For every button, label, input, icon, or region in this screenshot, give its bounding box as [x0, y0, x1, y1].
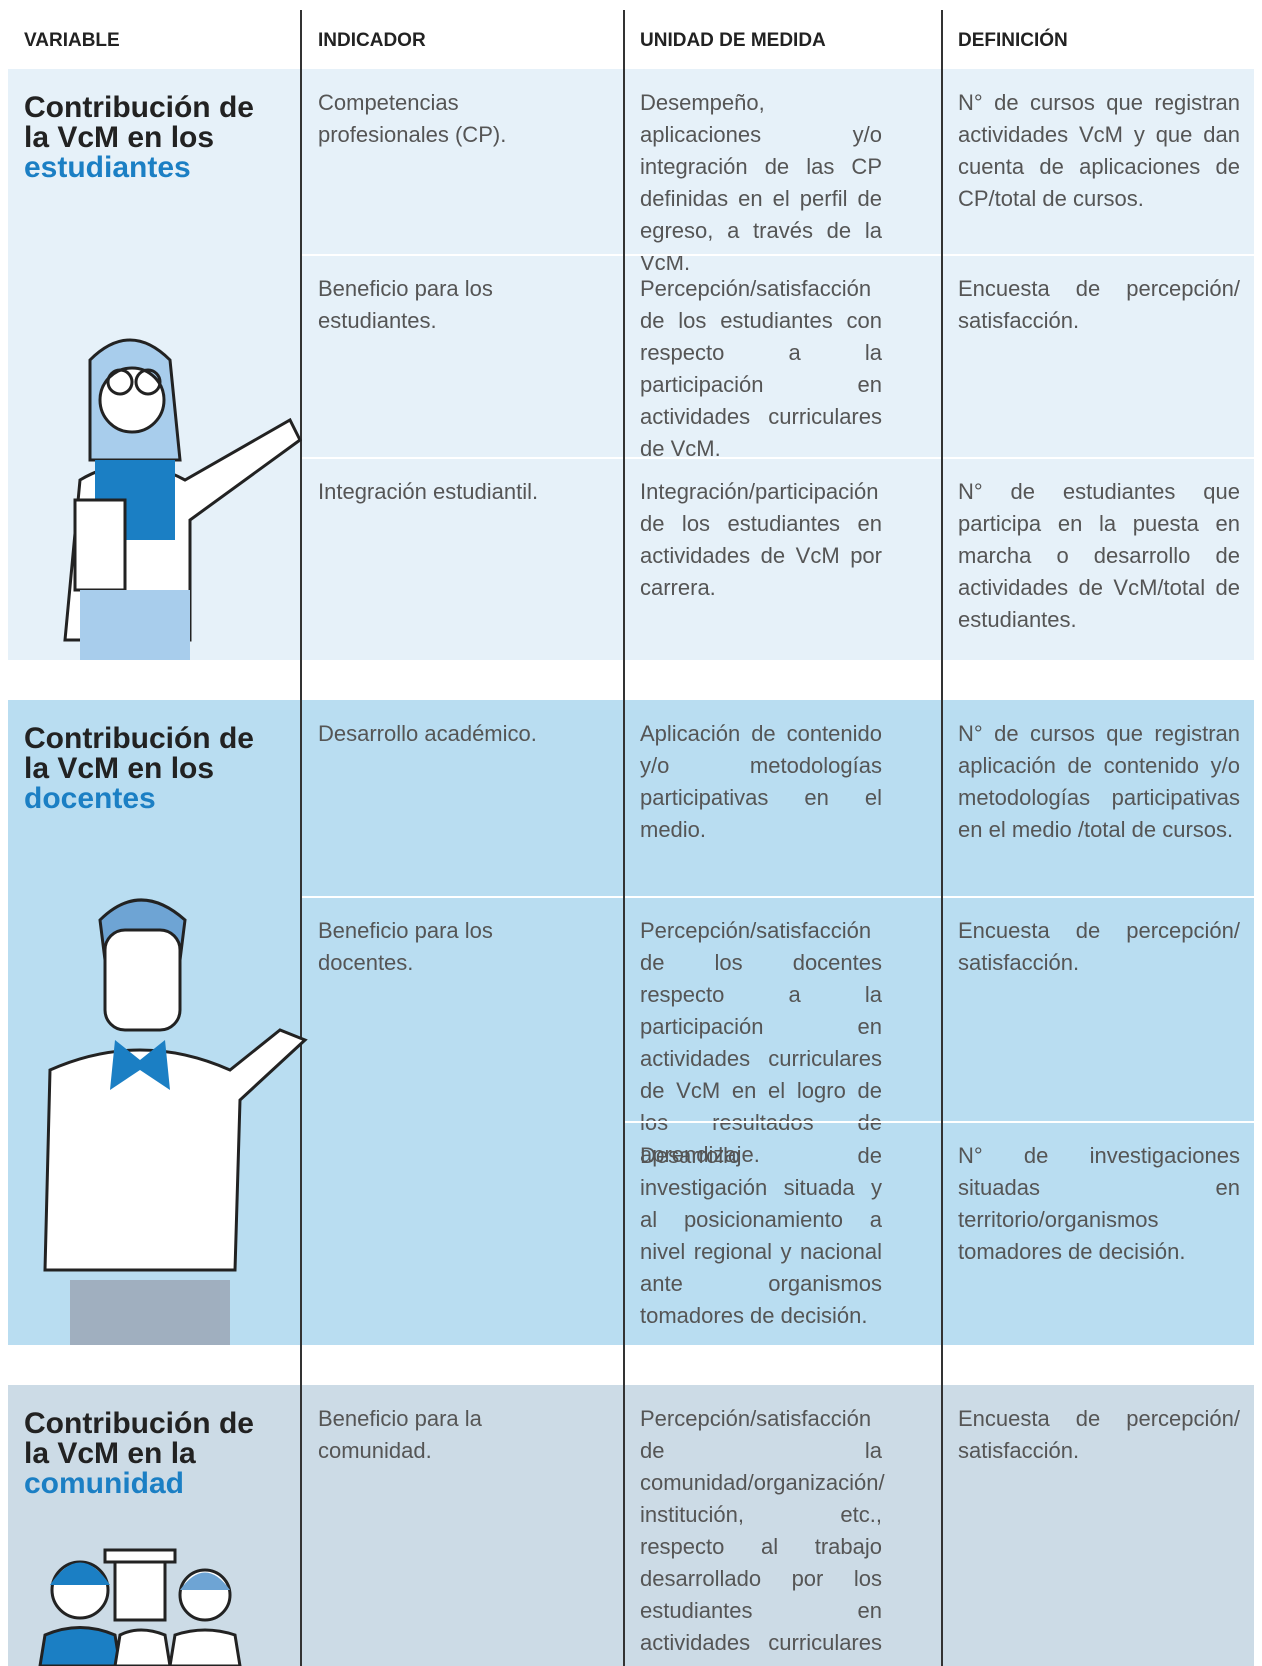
- unit: Percepción/satisfacción de los docentes …: [640, 918, 882, 1167]
- indicator: Desarrollo académico.: [318, 721, 537, 746]
- row-divider: [300, 254, 1254, 256]
- indicator: Beneficio para la comunidad.: [318, 1406, 482, 1463]
- variable-highlight: docentes: [24, 782, 156, 815]
- row-divider: [300, 896, 1254, 898]
- unit: Percepción/satisfacción de la comunidad/…: [640, 1406, 885, 1666]
- indicator: Beneficio para los estudiantes.: [318, 276, 493, 333]
- variable-highlight: comunidad: [24, 1467, 185, 1500]
- definition: N° de cursos que registran aplicación de…: [958, 721, 1240, 842]
- unit: Integración/participación de los estudia…: [640, 479, 882, 600]
- definition: Encuesta de percepción/ satisfacción.: [958, 1406, 1240, 1463]
- student-illustration: [63, 338, 302, 660]
- unit: Desempeño, aplicaciones y/o integración …: [640, 90, 882, 275]
- column-divider: [623, 10, 625, 1666]
- definition: Encuesta de percepción/ satisfacción.: [958, 918, 1240, 975]
- definition: N° de cursos que registran actividades V…: [958, 90, 1240, 211]
- variable-title: Contribución de la VcM en los estudiante…: [24, 93, 274, 183]
- row-divider: [624, 1121, 1254, 1123]
- row-divider: [300, 457, 1254, 459]
- definition: N° de investigaciones situadas en territ…: [958, 1143, 1240, 1264]
- column-header: VARIABLE: [24, 30, 120, 51]
- variable-text: Contribución de la VcM en los: [24, 91, 254, 154]
- variable-text: Contribución de la VcM en la: [24, 1407, 254, 1470]
- teacher-illustration: [43, 898, 308, 1345]
- community-illustration: [38, 1548, 242, 1666]
- indicator: Competencias profesionales (CP).: [318, 90, 507, 147]
- column-divider: [941, 10, 943, 1666]
- unit: Percepción/satisfacción de los estudiant…: [640, 276, 882, 461]
- column-header: DEFINICIÓN: [958, 30, 1068, 51]
- unit: Aplicación de contenido y/o metodologías…: [640, 721, 882, 842]
- variable-title: Contribución de la VcM en la comunidad: [24, 1409, 274, 1499]
- variable-text: Contribución de la VcM en los: [24, 722, 254, 785]
- indicator: Beneficio para los docentes.: [318, 918, 493, 975]
- variable-title: Contribución de la VcM en los docentes: [24, 724, 274, 814]
- section-band: [8, 69, 1254, 660]
- column-header: INDICADOR: [318, 30, 426, 51]
- definition: N° de estudiantes que participa en la pu…: [958, 479, 1240, 632]
- column-divider: [300, 10, 302, 1666]
- indicator: Integración estudiantil.: [318, 479, 539, 504]
- definition: Encuesta de percepción/ satisfacción.: [958, 276, 1240, 333]
- unit: Desarrollo de investigación situada y al…: [640, 1143, 882, 1328]
- column-header: UNIDAD DE MEDIDA: [640, 30, 826, 51]
- variable-highlight: estudiantes: [24, 151, 191, 184]
